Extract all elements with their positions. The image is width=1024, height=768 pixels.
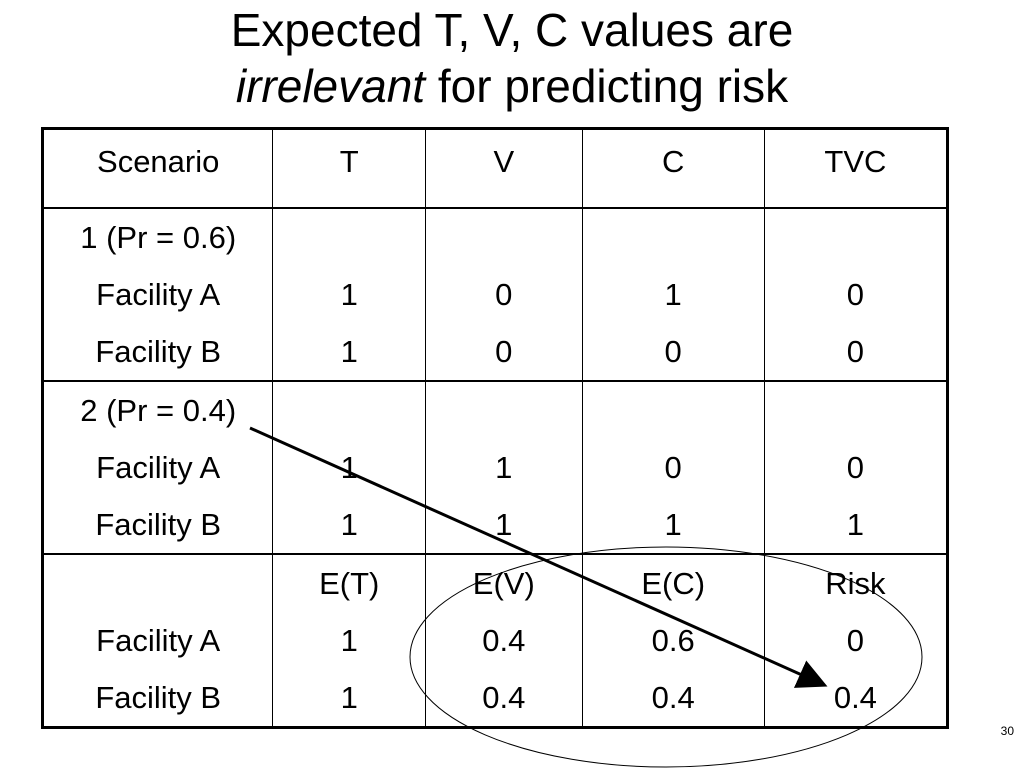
cell-et: 1 [272,669,426,728]
row-label: Facility A [41,439,274,496]
cell-t: 1 [272,266,426,323]
expected-header-ev: E(V) [425,553,583,612]
expected-header-ec: E(C) [581,553,765,612]
header-t: T [272,128,426,209]
table-row: Facility A 1 1 0 0 [41,439,949,496]
row-label: Facility A [41,612,274,669]
cell-t: 1 [272,323,426,382]
scenario-1-label: 1 (Pr = 0.6) [41,207,274,266]
header-tvc: TVC [763,128,949,209]
title-line-1: Expected T, V, C values are [230,4,794,56]
cell-t: 1 [272,496,426,555]
scenario-1-label-row: 1 (Pr = 0.6) [41,207,949,266]
cell-tvc: 0 [763,439,949,496]
cell-risk: 0.4 [763,669,949,728]
expected-header-row: E(T) E(V) E(C) Risk [41,553,949,612]
row-label: Facility B [41,669,274,728]
table-row: Facility A 1 0.4 0.6 0 [41,612,949,669]
table-header-row: Scenario T V C TVC [41,128,949,209]
cell-ev: 0.4 [425,669,583,728]
header-v: V [425,128,583,209]
cell-tvc: 0 [763,266,949,323]
expected-header-risk: Risk [763,553,949,612]
expected-header-et: E(T) [272,553,426,612]
scenario-2-label: 2 (Pr = 0.4) [41,380,274,439]
risk-table: Scenario T V C TVC 1 (Pr = 0.6) Facility… [41,127,949,729]
cell-v: 1 [425,439,583,496]
cell-ec: 0.6 [581,612,765,669]
cell-et: 1 [272,612,426,669]
row-label: Facility A [41,266,274,323]
header-c: C [581,128,765,209]
row-label: Facility B [41,323,274,382]
cell-c: 0 [581,439,765,496]
cell-v: 0 [425,323,583,382]
scenario-2-label-row: 2 (Pr = 0.4) [41,380,949,439]
slide-title: Expected T, V, C values are irrelevant f… [0,2,1024,114]
cell-v: 1 [425,496,583,555]
header-scenario: Scenario [41,128,274,209]
cell-risk: 0 [763,612,949,669]
cell-ev: 0.4 [425,612,583,669]
title-line-2-rest: for predicting risk [425,60,789,112]
cell-tvc: 0 [763,323,949,382]
cell-tvc: 1 [763,496,949,555]
cell-c: 1 [581,496,765,555]
cell-c: 0 [581,323,765,382]
page-number: 30 [1000,724,1014,738]
row-label: Facility B [41,496,274,555]
cell-t: 1 [272,439,426,496]
title-emphasis: irrelevant [235,60,426,112]
table-row: Facility B 1 0.4 0.4 0.4 [41,669,949,728]
table-row: Facility B 1 0 0 0 [41,323,949,382]
title-line-2: irrelevant for predicting risk [0,58,1024,114]
cell-c: 1 [581,266,765,323]
cell-ec: 0.4 [581,669,765,728]
table-row: Facility B 1 1 1 1 [41,496,949,555]
cell-v: 0 [425,266,583,323]
expected-header-blank [41,553,274,612]
table-row: Facility A 1 0 1 0 [41,266,949,323]
